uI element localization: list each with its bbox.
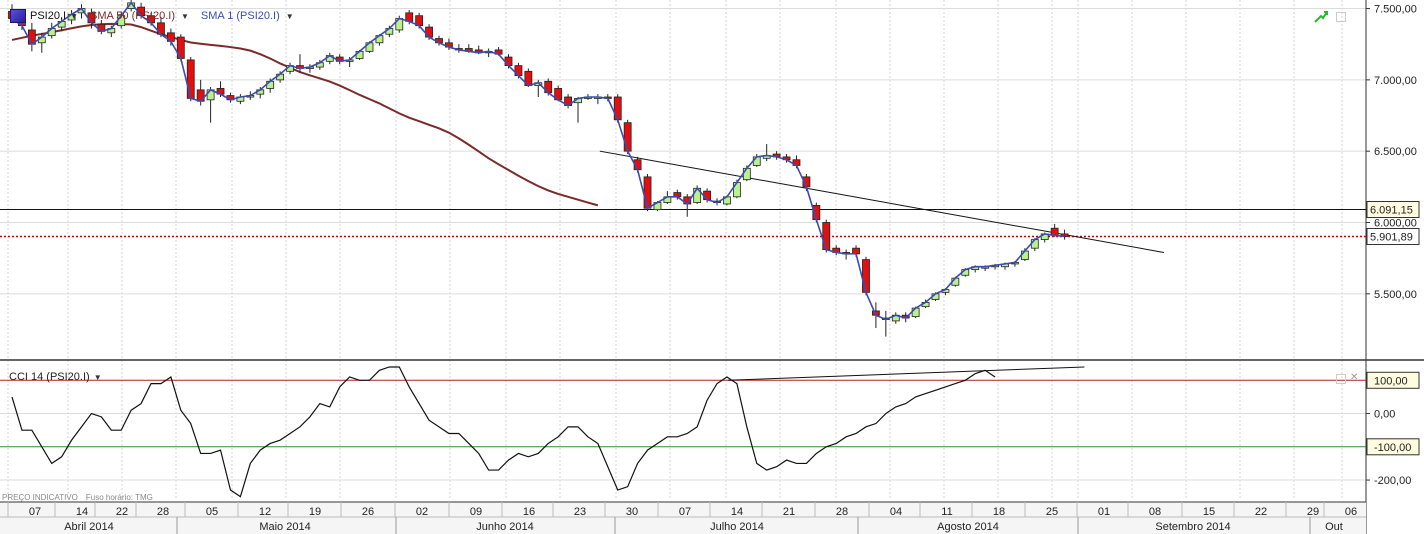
day-tick-label: 08	[1149, 506, 1161, 518]
day-tick-label: 29	[1307, 506, 1319, 518]
candle	[1030, 239, 1039, 249]
day-tick-label: 15	[1203, 506, 1215, 518]
symbol-label[interactable]: PSI20.I	[30, 10, 67, 22]
chevron-down-icon[interactable]: ▼	[285, 11, 294, 21]
candle	[852, 247, 860, 255]
sma50-line	[11, 22, 599, 207]
price-tick-label: 5.500,00	[1374, 289, 1417, 301]
price-tick-label: 6.000,00	[1374, 218, 1417, 230]
candle	[822, 222, 831, 251]
day-tick-label: 05	[206, 506, 218, 518]
sma50-legend-label[interactable]: SMA 50 (PSI20.I)	[90, 10, 175, 22]
cci-legend-label[interactable]: CCI 14 (PSI20.I)	[9, 371, 90, 383]
day-tick-label: 28	[836, 506, 848, 518]
chevron-down-icon[interactable]: ▼	[180, 11, 189, 21]
cci-line	[11, 366, 996, 498]
day-tick-label: 11	[941, 506, 952, 518]
chevron-down-icon[interactable]: ▼	[70, 11, 78, 21]
price-tick-label: 7.000,00	[1374, 75, 1417, 87]
psi20-logo-icon[interactable]	[10, 9, 26, 23]
day-tick-label: 12	[259, 506, 271, 518]
day-tick-label: 26	[362, 506, 374, 518]
month-label: Junho 2014	[476, 521, 534, 533]
price-tag-label: 6.091,15	[1370, 205, 1413, 217]
day-tick-label: 04	[890, 506, 902, 518]
cci-tick-label: -100,00	[1374, 442, 1411, 454]
cci-tag-box	[1366, 438, 1420, 456]
price-note: PREÇO INDICATIVO	[2, 493, 78, 502]
price-tag-label: 5.901,89	[1370, 231, 1413, 243]
cci-tick-label: -200,00	[1374, 475, 1411, 487]
price-tag-box	[1366, 201, 1420, 219]
panel-minimize-icon[interactable]	[1336, 374, 1346, 384]
day-tick-label: 07	[679, 506, 691, 518]
month-label: Setembro 2014	[1155, 521, 1230, 533]
day-tick-label: 01	[1098, 506, 1110, 518]
candle	[862, 259, 870, 293]
candle	[504, 56, 513, 67]
panel-close-icon[interactable]: ✕	[1350, 372, 1359, 383]
month-label: Julho 2014	[710, 521, 764, 533]
day-tick-label: 06	[1345, 506, 1357, 518]
candle	[703, 190, 711, 201]
candle	[643, 176, 652, 209]
cci-tick-label: 0,00	[1374, 409, 1395, 421]
candle	[425, 26, 433, 38]
cci-tick-label: 100,00	[1374, 375, 1408, 387]
candle	[742, 167, 751, 181]
day-tick-label: 09	[470, 506, 482, 518]
day-tick-label: 14	[76, 506, 88, 518]
price-tick-label: 6.500,00	[1374, 146, 1417, 158]
candle	[623, 122, 632, 152]
day-tick-label: 07	[29, 506, 41, 518]
month-label: Agosto 2014	[937, 521, 999, 533]
day-tick-label: 21	[783, 506, 795, 518]
month-label: Abril 2014	[64, 521, 114, 533]
sma1-line	[11, 1, 1065, 321]
chevron-down-icon[interactable]: ▼	[93, 372, 102, 382]
day-tick-label: 19	[309, 506, 321, 518]
cci-trendline	[727, 366, 1085, 381]
price-trendline	[599, 150, 1164, 253]
candle	[1060, 233, 1069, 237]
main-legend: PSI20.I ▼ SMA 50 (PSI20.I) ▼ SMA 1 (PSI2…	[10, 9, 294, 23]
maximize-icon[interactable]	[1336, 12, 1346, 22]
candle	[186, 59, 195, 99]
day-tick-label: 18	[993, 506, 1005, 518]
day-tick-label: 22	[116, 506, 128, 518]
cci-legend: CCI 14 (PSI20.I) ▼	[9, 371, 102, 383]
day-tick-label: 28	[157, 506, 169, 518]
candle	[911, 307, 920, 318]
day-tick-label: 25	[1046, 506, 1058, 518]
day-tick-label: 30	[626, 506, 638, 518]
price-tick-label: 7.500,00	[1374, 4, 1417, 16]
day-tick-label: 14	[731, 506, 743, 518]
cci-tag-box	[1366, 371, 1420, 389]
candle	[1020, 250, 1029, 260]
trend-arrow-icon[interactable]	[1314, 10, 1328, 27]
timezone-note: Fuso horário: TMG	[85, 493, 153, 502]
day-tick-label: 02	[416, 506, 428, 518]
month-label: Out	[1325, 521, 1343, 533]
day-tick-label: 23	[574, 506, 586, 518]
candle	[752, 156, 761, 166]
chart-footer: PREÇO INDICATIVO Fuso horário: TMG	[2, 493, 153, 502]
sma1-legend-label[interactable]: SMA 1 (PSI20.I)	[200, 10, 280, 22]
day-tick-label: 16	[523, 506, 535, 518]
month-label: Maio 2014	[259, 521, 310, 533]
day-tick-label: 22	[1255, 506, 1267, 518]
price-tag-box	[1366, 227, 1420, 245]
date-axis-bg	[0, 502, 1366, 534]
